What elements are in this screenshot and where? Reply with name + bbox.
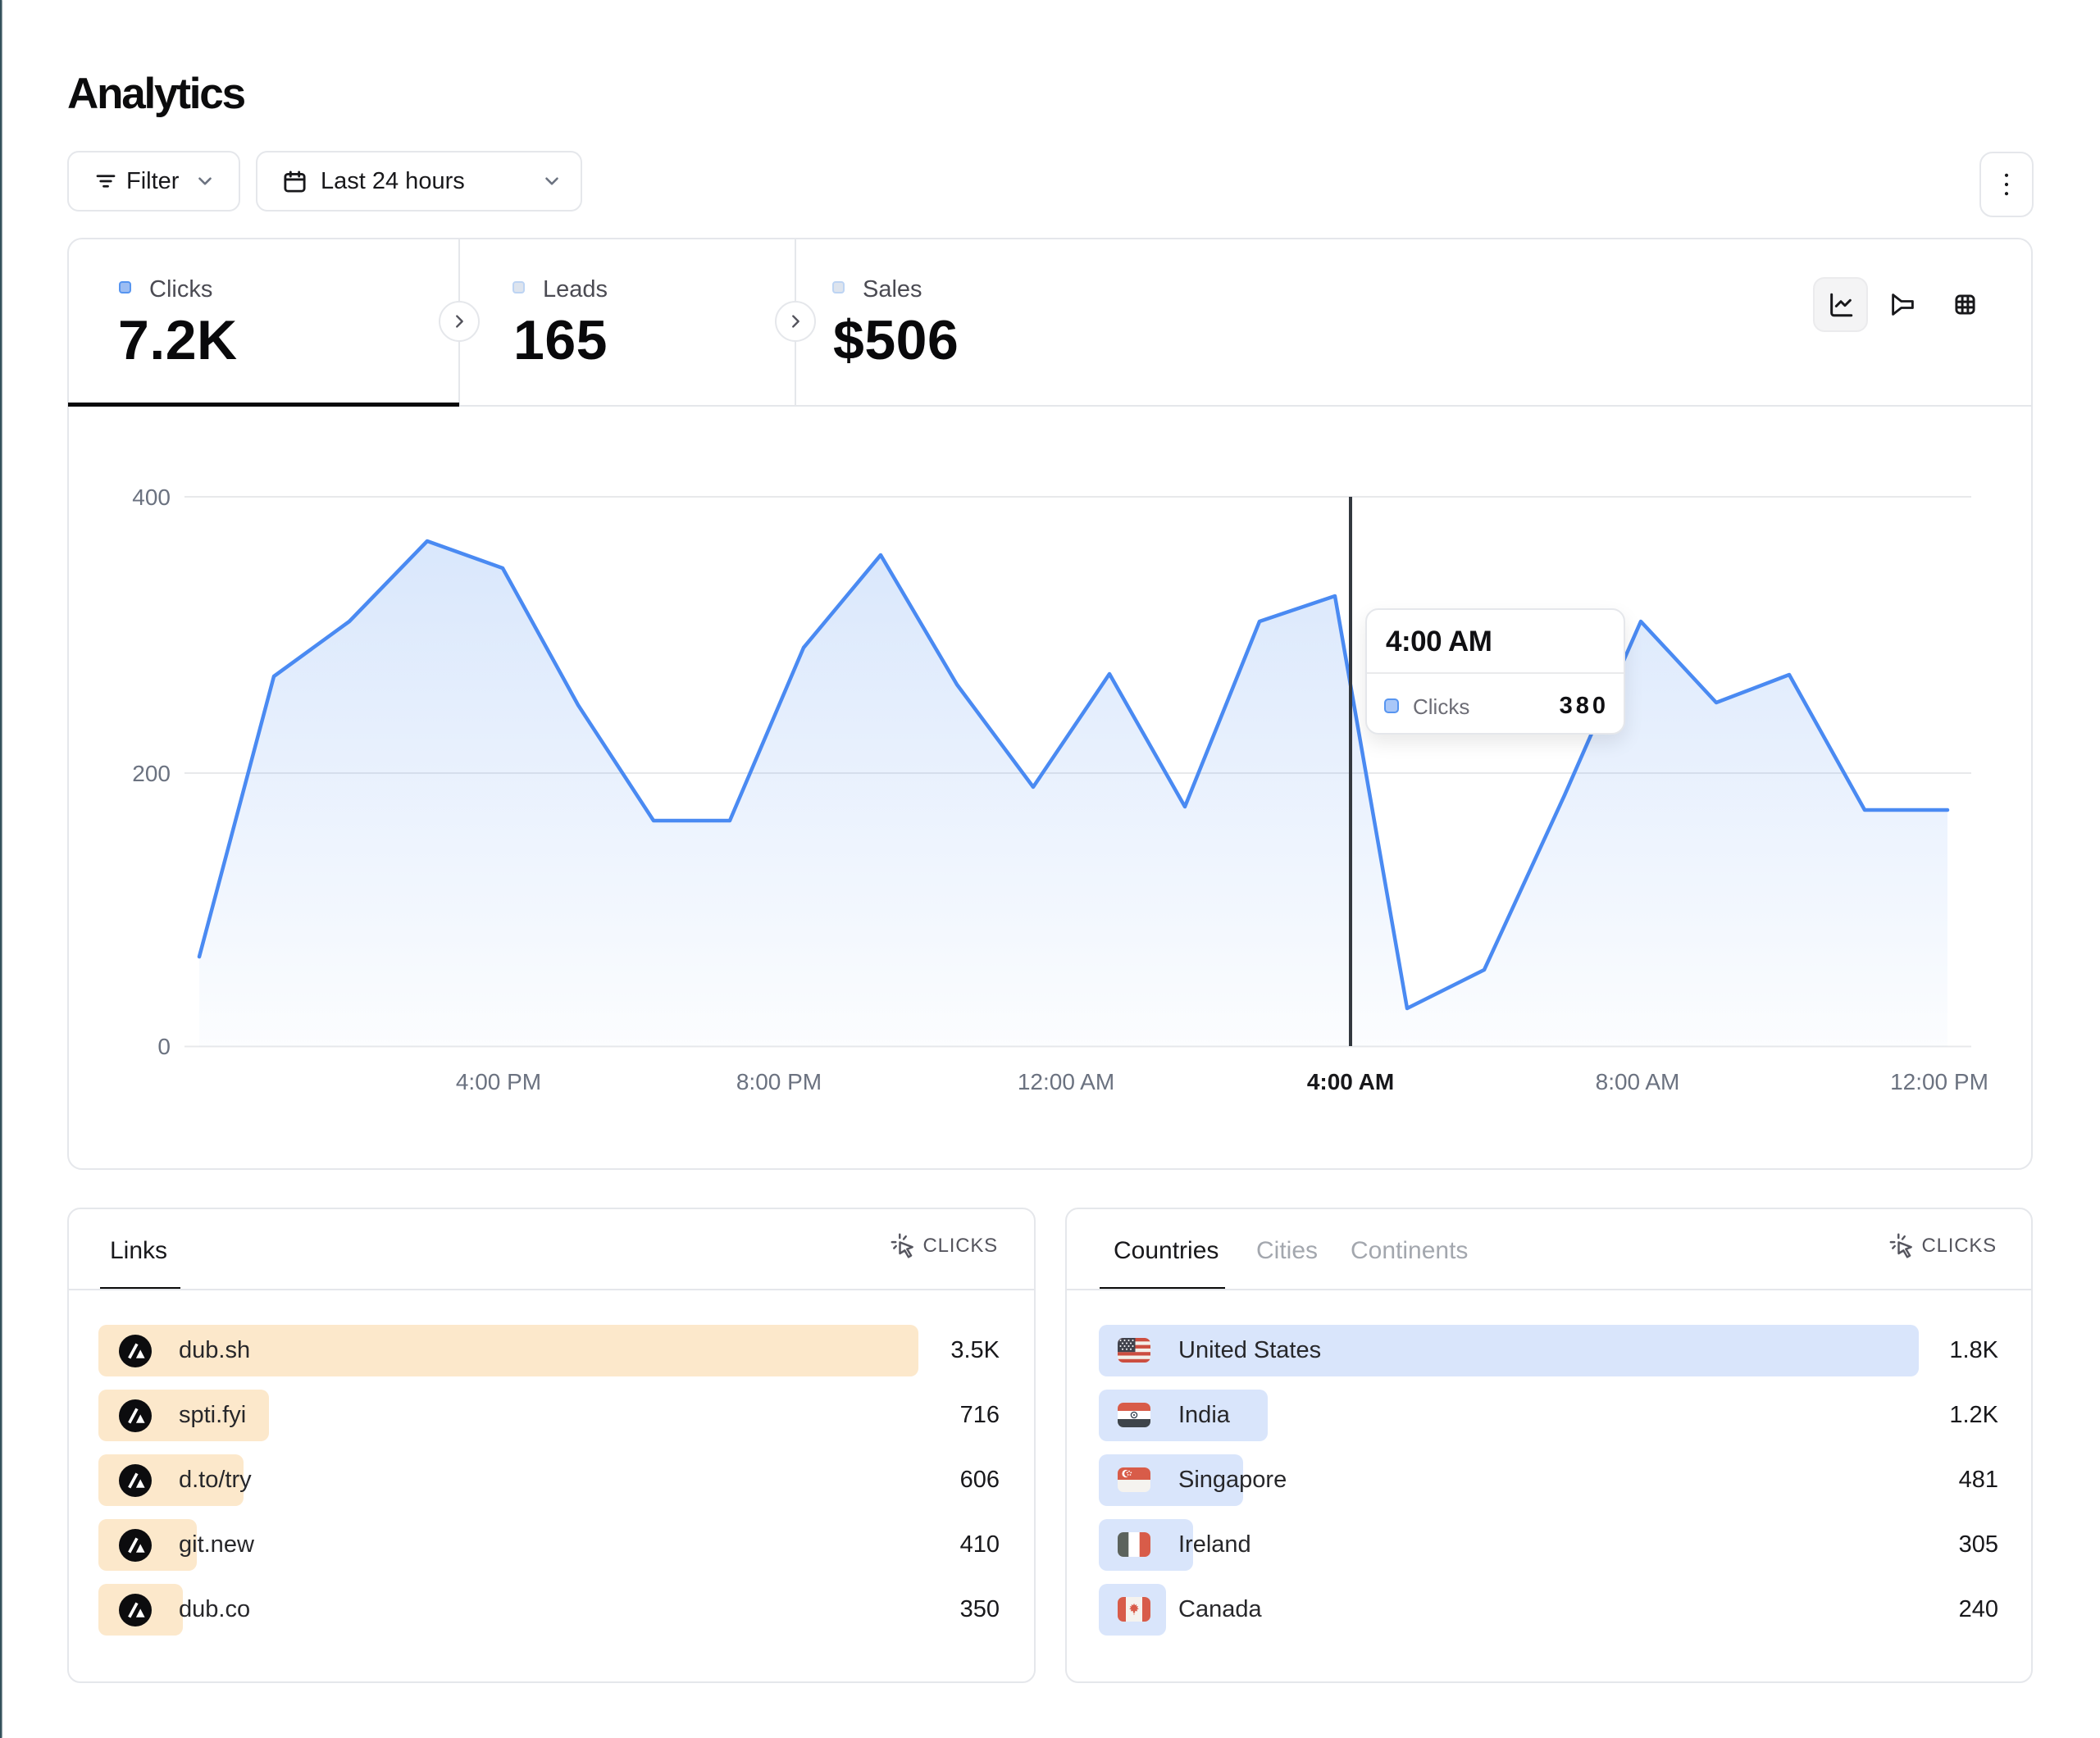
svg-text:8:00 PM: 8:00 PM	[736, 1069, 822, 1094]
svg-text:12:00 PM: 12:00 PM	[1890, 1069, 1988, 1094]
svg-text:8:00 AM: 8:00 AM	[1596, 1069, 1680, 1094]
svg-text:12:00 AM: 12:00 AM	[1018, 1069, 1114, 1094]
svg-text:200: 200	[132, 761, 171, 786]
svg-text:400: 400	[132, 485, 171, 510]
svg-text:0: 0	[157, 1034, 171, 1059]
svg-text:4:00 AM: 4:00 AM	[1307, 1069, 1394, 1094]
svg-text:4:00 PM: 4:00 PM	[456, 1069, 541, 1094]
